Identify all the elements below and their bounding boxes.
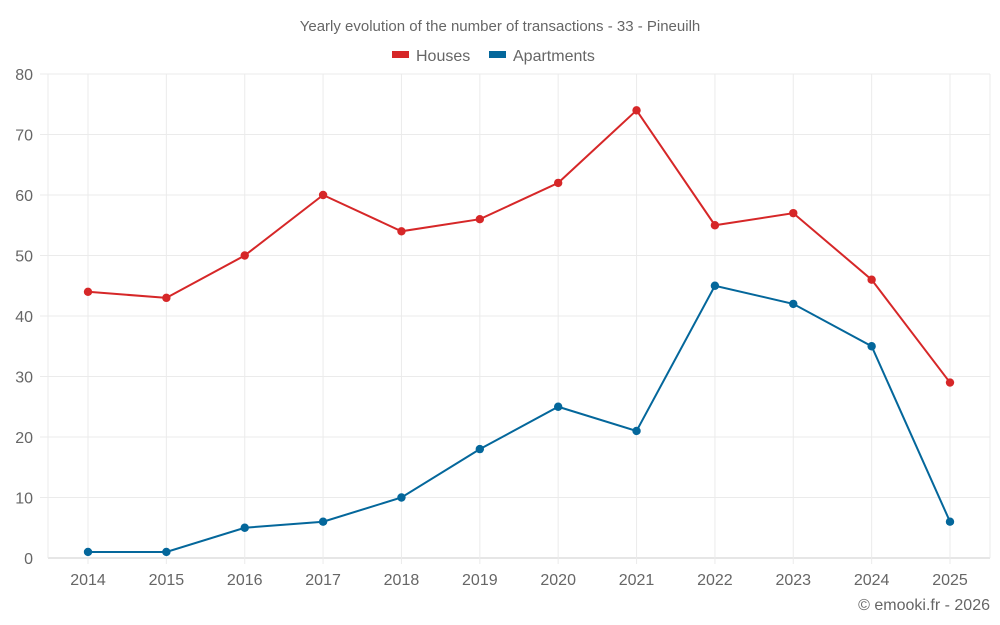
data-point[interactable] — [162, 547, 171, 557]
x-tick-label: 2020 — [540, 572, 576, 589]
x-axis: 2014 2015 2016 2017 2018 2019 2020 2021 2022 2023… — [70, 572, 968, 589]
data-point[interactable] — [83, 547, 93, 557]
series-houses — [83, 106, 955, 387]
y-tick-label: 70 — [15, 128, 33, 145]
data-point[interactable] — [867, 342, 876, 351]
credit-text: © emooki.fr - 2026 — [858, 597, 990, 614]
data-point[interactable] — [789, 299, 798, 309]
legend-label: Apartments — [513, 48, 595, 65]
y-tick-label: 60 — [15, 188, 33, 205]
legend-item-houses[interactable]: Houses — [392, 48, 470, 65]
data-point[interactable] — [553, 402, 563, 411]
data-point[interactable] — [553, 178, 563, 188]
data-point[interactable] — [475, 444, 485, 454]
legend-label: Houses — [416, 48, 470, 65]
series-line — [87, 108, 951, 384]
y-tick-label: 30 — [15, 370, 33, 387]
y-tick-label: 10 — [15, 491, 33, 508]
x-tick-label: 2025 — [932, 572, 968, 589]
x-tick-label: 2016 — [227, 572, 263, 589]
data-point[interactable] — [475, 215, 485, 224]
data-point[interactable] — [318, 517, 328, 526]
x-tick-label: 2014 — [70, 572, 106, 589]
legend-swatch — [489, 51, 506, 58]
legend-swatch — [392, 51, 409, 58]
data-point[interactable] — [240, 251, 249, 260]
chart-title: Yearly evolution of the number of transa… — [300, 18, 701, 35]
x-tick-label: 2021 — [619, 572, 655, 589]
data-point[interactable] — [945, 517, 955, 526]
data-point[interactable] — [162, 293, 171, 303]
x-tick-label: 2017 — [305, 572, 341, 589]
data-point[interactable] — [710, 281, 720, 290]
x-tick-label: 2024 — [854, 572, 890, 589]
data-point[interactable] — [397, 227, 406, 236]
data-point[interactable] — [710, 221, 720, 230]
y-tick-label: 50 — [15, 249, 33, 266]
data-point[interactable] — [318, 190, 328, 200]
series-apartments — [83, 281, 955, 557]
y-tick-label: 80 — [15, 67, 33, 84]
series-line — [88, 284, 951, 553]
y-axis: 0 10 20 30 40 50 60 70 80 — [15, 67, 33, 568]
data-point[interactable] — [240, 523, 249, 532]
x-tick-label: 2015 — [149, 572, 185, 589]
legend: Houses Apartments — [392, 48, 595, 65]
series-group — [83, 106, 955, 557]
y-tick-label: 20 — [15, 430, 33, 447]
legend-item-apartments[interactable]: Apartments — [489, 48, 595, 65]
data-point[interactable] — [397, 493, 406, 502]
y-tick-label: 40 — [15, 309, 33, 326]
data-point[interactable] — [632, 426, 641, 436]
x-tick-label: 2023 — [775, 572, 811, 589]
y-tick-label: 0 — [24, 551, 33, 568]
x-tick-label: 2019 — [462, 572, 498, 589]
data-point[interactable] — [867, 275, 876, 284]
data-point[interactable] — [632, 106, 641, 115]
data-point[interactable] — [945, 378, 955, 387]
data-point[interactable] — [789, 208, 798, 218]
grid-lines — [40, 73, 991, 564]
data-point[interactable] — [83, 287, 93, 296]
x-tick-label: 2018 — [384, 572, 420, 589]
x-tick-label: 2022 — [697, 572, 733, 589]
